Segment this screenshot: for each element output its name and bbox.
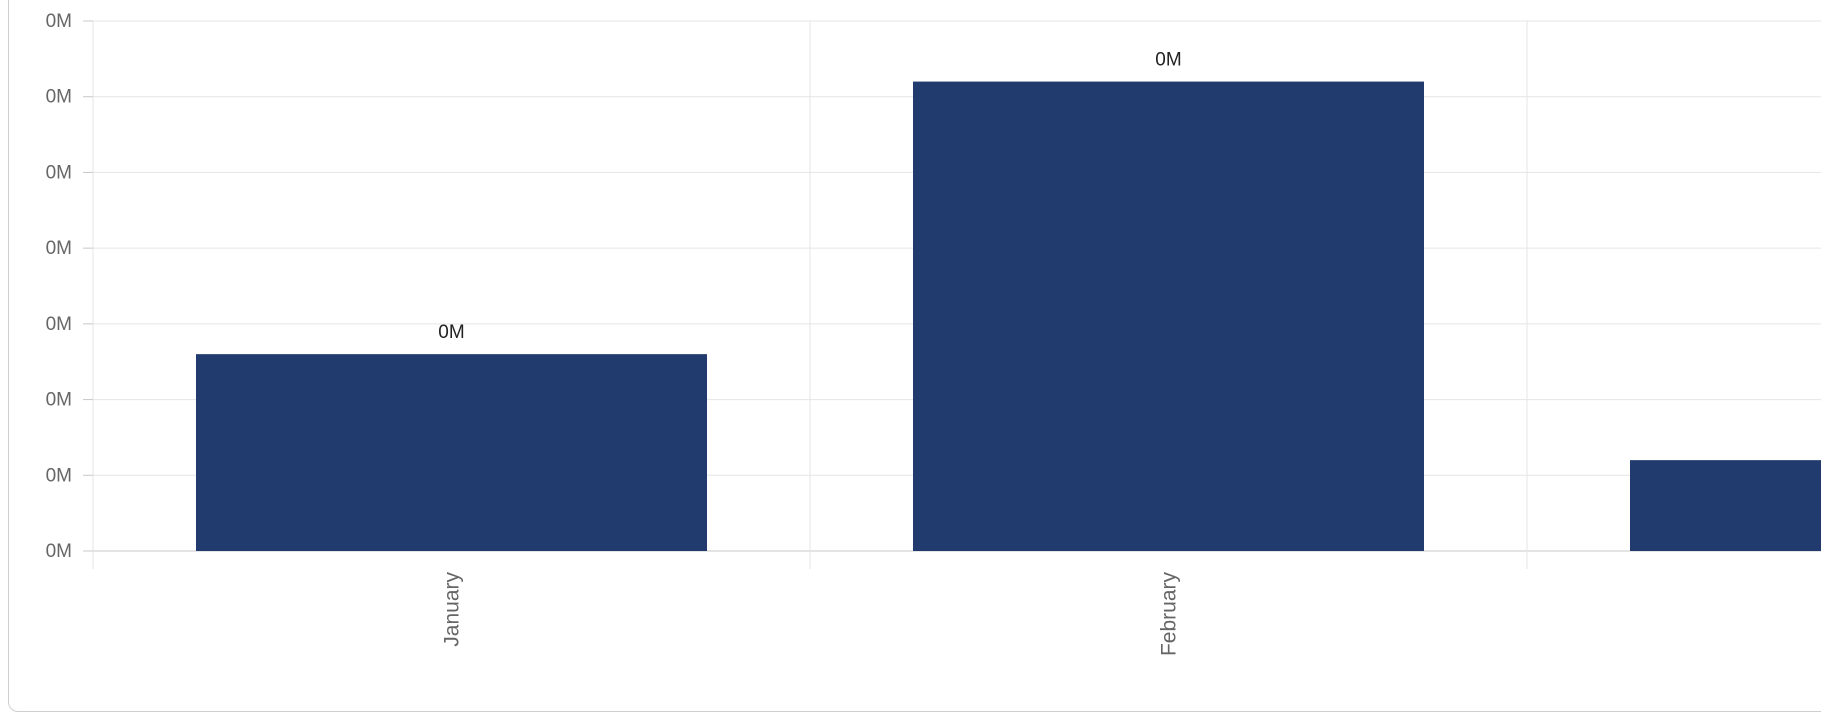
y-tick-label: 0M bbox=[46, 314, 72, 335]
x-axis: January February bbox=[441, 572, 1181, 657]
data-label: 0M bbox=[1155, 50, 1181, 71]
y-tick-label: 0M bbox=[46, 238, 72, 259]
bar-march[interactable] bbox=[1630, 460, 1821, 551]
x-category-label: January bbox=[441, 572, 464, 647]
bars bbox=[196, 81, 1821, 552]
y-tick-label: 0M bbox=[46, 87, 72, 108]
y-tick-label: 0M bbox=[46, 162, 72, 183]
y-tick-label: 0M bbox=[46, 465, 72, 486]
y-tick-label: 0M bbox=[46, 541, 72, 562]
y-axis: 0M 0M 0M 0M 0M 0M 0M 0M bbox=[46, 11, 93, 562]
bar-january[interactable] bbox=[196, 354, 707, 551]
data-label: 0M bbox=[438, 322, 464, 343]
x-category-label: February bbox=[1158, 572, 1181, 657]
y-tick-label: 0M bbox=[46, 11, 72, 32]
data-labels: 0M 0M bbox=[438, 50, 1181, 344]
y-tick-label: 0M bbox=[46, 390, 72, 411]
bar-february[interactable] bbox=[913, 81, 1424, 552]
